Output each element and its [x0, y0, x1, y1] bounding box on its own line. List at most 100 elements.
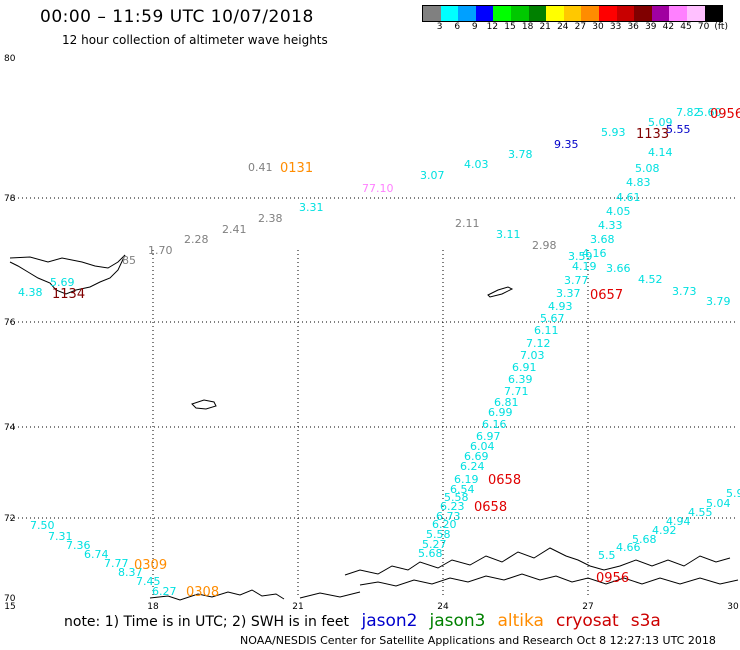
- color-scale-label: 27: [574, 22, 587, 32]
- wave-height-label: 3.11: [496, 228, 521, 241]
- wave-height-label: 5.09: [648, 116, 673, 129]
- coastline-kola-2: [359, 573, 739, 587]
- wave-height-label: 4.38: [18, 286, 43, 299]
- color-scale-labels: 3 6 9 12 15 18 21 24 27 30 33 36 39 42 45 70 (ft): [422, 22, 740, 34]
- pass-times-layer: 0131 0309 0308 1134 1133 0657 0658 0658 0956 0956: [52, 107, 740, 600]
- color-scale-label: 12: [486, 22, 499, 32]
- map-title: 00:00 – 11:59 UTC 10/07/2018: [40, 7, 314, 27]
- wave-height-label: 5.68: [418, 547, 443, 560]
- wave-height-label: 7.82: [676, 106, 701, 119]
- wave-height-label: 2.38: [258, 212, 283, 225]
- color-swatch: [581, 6, 599, 21]
- wave-height-label: 5.67: [540, 312, 565, 325]
- lat-tick-label: 78: [4, 194, 16, 204]
- wave-height-label: 3.66: [606, 262, 631, 275]
- credit-line: NOAA/NESDIS Center for Satellite Applica…: [240, 634, 716, 647]
- wave-height-label: 6.20: [432, 518, 457, 531]
- wave-height-label: 6.39: [508, 373, 533, 386]
- wave-height-label: 77.10: [362, 182, 394, 195]
- coastline-south: [299, 591, 361, 599]
- coastlines: [9, 254, 739, 601]
- color-scale-label: 6: [454, 22, 461, 32]
- wave-height-label: 3.79: [706, 295, 731, 308]
- wave-height-label: 5.68: [632, 533, 657, 546]
- color-scale-label: 45: [680, 22, 692, 32]
- pass-time-label: 0657: [590, 288, 623, 303]
- color-scale-label: 33: [609, 22, 622, 32]
- wave-height-label: 6.91: [512, 361, 537, 374]
- wave-height-label: 4.94: [666, 515, 691, 528]
- lat-tick-label: 74: [4, 423, 16, 433]
- wave-height-label: 5.58: [444, 491, 469, 504]
- footer-note: note: 1) Time is in UTC; 2) SWH is in fe…: [64, 611, 681, 631]
- wave-height-label: 5.58: [426, 528, 451, 541]
- coastline-west: [9, 254, 126, 295]
- wave-height-label: 4.66: [616, 541, 641, 554]
- color-scale-label: 42: [662, 22, 675, 32]
- color-scale-label: 70: [697, 22, 710, 32]
- lat-tick-label: 76: [4, 318, 16, 328]
- satellite-cryosat: cryosat: [555, 611, 619, 631]
- wave-height-label: 4.55: [688, 506, 713, 519]
- wave-height-label: 4.33: [598, 219, 623, 232]
- color-scale-label: 15: [504, 22, 516, 32]
- lon-tick-label: 21: [292, 602, 303, 612]
- lon-tick-label: 30: [727, 602, 739, 612]
- lon-tick-label: 27: [582, 602, 593, 612]
- wave-height-label: 4.19: [572, 260, 597, 273]
- satellite-jason2: jason2: [361, 611, 418, 631]
- wave-height-label: 7.77: [104, 557, 129, 570]
- wave-height-label: 4.05: [606, 205, 631, 218]
- color-swatch: [510, 6, 529, 21]
- color-scale-label: 3: [436, 22, 443, 32]
- wave-height-label: 6.81: [494, 396, 519, 409]
- wave-height-label: 6.23: [440, 500, 465, 513]
- color-swatch: [440, 6, 459, 21]
- color-swatch: [598, 6, 617, 21]
- wave-height-label: 6.54: [450, 483, 475, 496]
- wave-height-label: 3.73: [672, 285, 697, 298]
- wave-height-label: 3.77: [564, 274, 589, 287]
- color-swatch: [475, 6, 494, 21]
- map-subtitle: 12 hour collection of altimeter wave hei…: [62, 33, 328, 47]
- color-swatch: [686, 6, 705, 21]
- wave-height-label: 5.93: [601, 126, 626, 139]
- color-swatch: [616, 6, 635, 21]
- wave-height-label: 6.27: [152, 585, 177, 598]
- wave-height-label: 4.61: [616, 191, 641, 204]
- satellite-s3a: s3a: [630, 611, 661, 631]
- satellite-jason3: jason3: [429, 611, 486, 631]
- wave-height-label: 9.35: [554, 138, 579, 151]
- coastline-north-norway: [149, 589, 285, 601]
- wave-height-label: 4.03: [464, 158, 489, 171]
- color-scale-label: (ft): [714, 22, 728, 32]
- satellite-altika: altika: [497, 611, 544, 631]
- wave-height-label: 5.9: [726, 487, 740, 500]
- wave-height-label: 6.11: [534, 324, 559, 337]
- wave-height-label: 6.19: [454, 473, 479, 486]
- color-swatch: [634, 6, 652, 21]
- pass-time-label: 1134: [52, 287, 85, 302]
- wave-height-label: 2.98: [532, 239, 557, 252]
- wave-height-label: 4.83: [626, 176, 651, 189]
- lat-tick-label: 80: [4, 54, 16, 64]
- color-swatch: [563, 6, 582, 21]
- pass-time-label: 0956: [596, 571, 629, 586]
- wave-height-label: 3.37: [556, 287, 581, 300]
- color-scale-label: 39: [645, 22, 657, 32]
- wave-height-label: 1.70: [148, 244, 173, 257]
- satellite-legend: jason2 jason3 altika cryosat s3a: [361, 611, 672, 631]
- pass-time-label: 0131: [280, 161, 313, 176]
- color-scale-label: 30: [592, 22, 604, 32]
- wave-height-label: 5.27: [422, 538, 447, 551]
- wave-height-label: 6.99: [488, 406, 513, 419]
- wave-height-label: 2.28: [184, 233, 209, 246]
- wave-height-label: 5.04: [706, 497, 731, 510]
- wave-height-label: 7.12: [526, 337, 551, 350]
- island-bear: [191, 399, 217, 410]
- color-scale-label: 36: [627, 22, 639, 32]
- color-swatch: [423, 6, 441, 21]
- wave-height-label: 8.37: [118, 566, 143, 579]
- wave-height-label: 6.97: [476, 430, 501, 443]
